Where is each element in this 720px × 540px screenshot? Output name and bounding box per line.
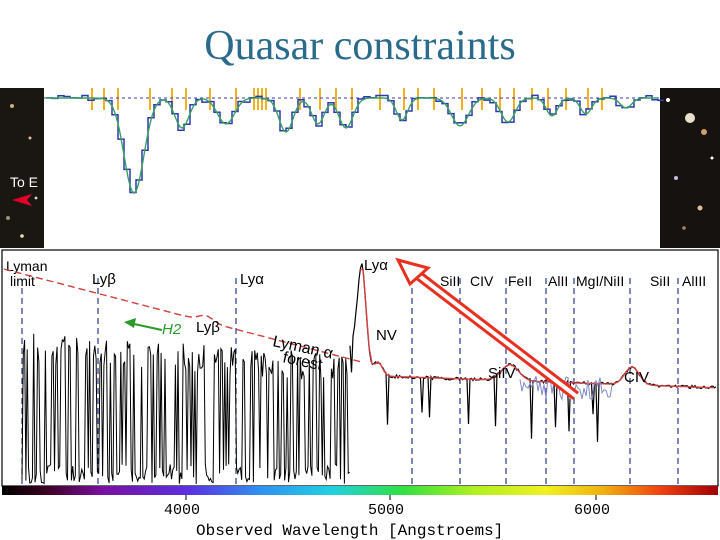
label-ly-alpha-peak: Lyα [364,257,388,274]
label-ly-beta-emission: Lyβ [196,319,220,336]
label-lyman-limit-2: limit [10,273,35,289]
label-si2-b: SiII [650,273,670,289]
x-tick-5000: 5000 [368,502,404,519]
quasar-spectrum: Lyman limit Lyβ Lyα Lyα SiII CIV FeII Al… [1,249,719,540]
slide-title: Quasar constraints [204,23,516,69]
color-wavelength-bar [2,486,718,495]
absorption-profile-fit [46,97,658,194]
left-arrowhead [12,194,32,206]
label-mg-ni: MgI/NiII [576,273,624,289]
label-h2: H2 [162,321,182,338]
absorption-profile [46,94,664,194]
label-ly-alpha: Lyα [240,271,264,288]
label-al2: AlII [548,273,568,289]
x-axis-label: Observed Wavelength [Angstroems] [196,522,503,540]
sky-left [0,88,44,248]
deep-field-inset: To E [0,88,720,248]
label-si4: SiIV [488,365,516,382]
label-c4-a: CIV [470,273,494,289]
label-civ-emission: CIV [624,369,649,386]
side-label: To E [10,174,38,190]
x-tick-6000: 6000 [574,502,610,519]
h2-arrow [124,318,163,331]
metal-absorbers [519,375,613,402]
label-fe2: FeII [508,273,532,289]
galaxies [6,98,714,238]
label-lyman-limit-1: Lyman [6,258,48,274]
continuum-model [3,268,361,363]
label-si2-a: SiII [440,273,460,289]
sky-right [660,88,720,248]
label-ly-beta: Lyβ [92,271,116,288]
x-tick-marks [185,495,597,500]
label-al3: AlIII [682,273,706,289]
lyman-alpha-forest [21,333,350,485]
highlight-arrow [395,257,580,400]
label-nv: NV [376,327,397,344]
x-tick-4000: 4000 [164,502,200,519]
